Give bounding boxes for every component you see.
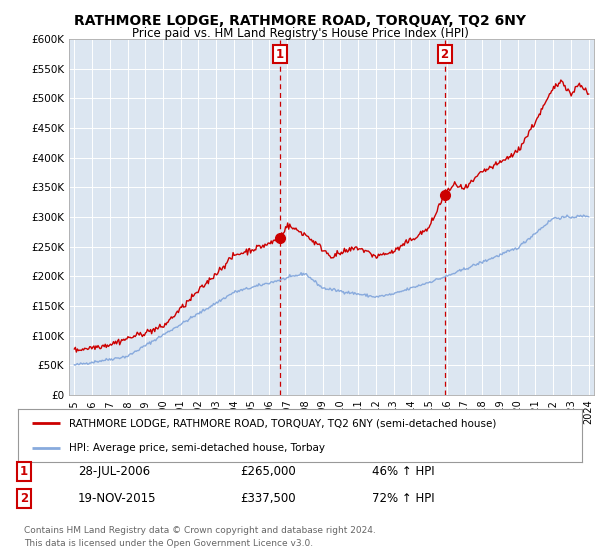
Text: 19-NOV-2015: 19-NOV-2015: [78, 492, 157, 505]
Text: 46% ↑ HPI: 46% ↑ HPI: [372, 465, 434, 478]
Text: £337,500: £337,500: [240, 492, 296, 505]
Text: Contains HM Land Registry data © Crown copyright and database right 2024.: Contains HM Land Registry data © Crown c…: [24, 526, 376, 535]
Text: 2: 2: [20, 492, 28, 505]
Text: RATHMORE LODGE, RATHMORE ROAD, TORQUAY, TQ2 6NY: RATHMORE LODGE, RATHMORE ROAD, TORQUAY, …: [74, 14, 526, 28]
Text: RATHMORE LODGE, RATHMORE ROAD, TORQUAY, TQ2 6NY (semi-detached house): RATHMORE LODGE, RATHMORE ROAD, TORQUAY, …: [69, 418, 496, 428]
Text: HPI: Average price, semi-detached house, Torbay: HPI: Average price, semi-detached house,…: [69, 442, 325, 452]
Text: This data is licensed under the Open Government Licence v3.0.: This data is licensed under the Open Gov…: [24, 539, 313, 548]
Text: 1: 1: [20, 465, 28, 478]
Text: Price paid vs. HM Land Registry's House Price Index (HPI): Price paid vs. HM Land Registry's House …: [131, 27, 469, 40]
Text: 1: 1: [275, 48, 284, 60]
Text: £265,000: £265,000: [240, 465, 296, 478]
Text: 2: 2: [440, 48, 449, 60]
Text: 72% ↑ HPI: 72% ↑ HPI: [372, 492, 434, 505]
Text: 28-JUL-2006: 28-JUL-2006: [78, 465, 150, 478]
